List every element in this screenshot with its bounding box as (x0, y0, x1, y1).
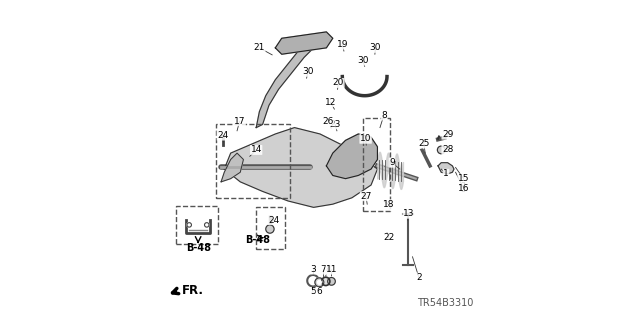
Text: 4: 4 (325, 265, 331, 274)
Text: 26: 26 (323, 117, 334, 126)
Text: 30: 30 (370, 43, 381, 52)
Text: 7: 7 (320, 265, 326, 274)
Text: 30: 30 (357, 56, 369, 65)
Text: 12: 12 (325, 98, 336, 107)
Text: 20: 20 (333, 78, 344, 87)
Circle shape (437, 146, 445, 154)
Text: 5: 5 (310, 287, 316, 296)
Circle shape (317, 280, 321, 284)
Text: 6: 6 (316, 287, 322, 296)
Text: 19: 19 (337, 40, 348, 49)
Circle shape (205, 223, 209, 227)
Text: 27: 27 (360, 192, 372, 201)
Text: 21: 21 (253, 43, 265, 52)
Polygon shape (326, 134, 378, 179)
Text: 10: 10 (360, 134, 371, 143)
Polygon shape (438, 163, 454, 174)
Text: 25: 25 (418, 139, 429, 148)
Text: 3: 3 (311, 265, 317, 274)
Text: B-48: B-48 (245, 235, 270, 245)
Text: 24: 24 (217, 131, 228, 140)
Text: 30: 30 (302, 67, 314, 76)
Circle shape (328, 278, 335, 285)
Text: TR54B3310: TR54B3310 (417, 298, 473, 308)
Text: 15: 15 (458, 174, 469, 183)
Circle shape (321, 277, 330, 286)
Text: 29: 29 (442, 130, 453, 139)
Text: 9: 9 (389, 158, 395, 167)
Text: 22: 22 (383, 233, 394, 242)
Text: 23: 23 (330, 120, 340, 129)
Text: 17: 17 (234, 117, 245, 126)
Polygon shape (221, 153, 243, 182)
Polygon shape (275, 32, 333, 54)
Text: FR.: FR. (182, 285, 204, 297)
Polygon shape (256, 38, 317, 128)
Text: 13: 13 (403, 209, 415, 218)
Polygon shape (224, 128, 378, 207)
Text: 18: 18 (383, 200, 394, 209)
Text: 28: 28 (442, 145, 453, 154)
Text: 14: 14 (250, 145, 262, 154)
Text: 2: 2 (416, 273, 422, 282)
Text: B-48: B-48 (186, 243, 211, 253)
Circle shape (266, 225, 274, 233)
Circle shape (187, 223, 191, 227)
Text: 8: 8 (381, 111, 387, 120)
Text: 24: 24 (268, 216, 280, 225)
Text: 11: 11 (326, 265, 337, 274)
Text: 1: 1 (443, 169, 449, 178)
Circle shape (315, 278, 324, 287)
Text: 16: 16 (458, 184, 469, 193)
